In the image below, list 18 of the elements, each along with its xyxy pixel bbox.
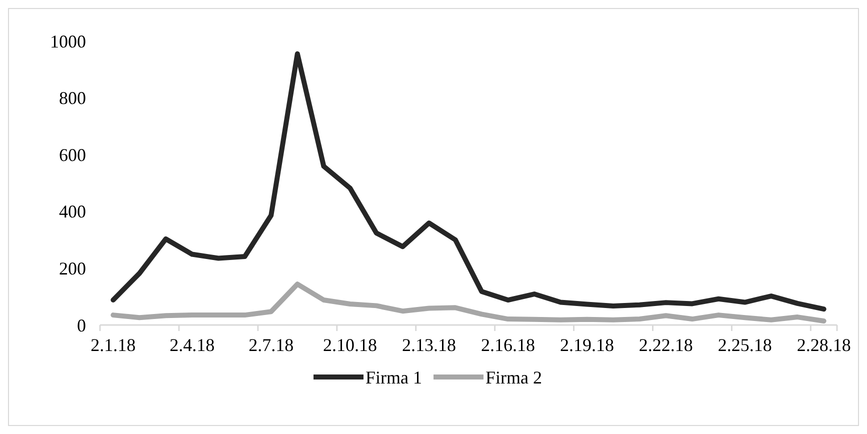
x-tick-label: 2.10.18 (323, 335, 378, 355)
y-tick-label: 800 (59, 88, 86, 108)
x-tick-label: 2.25.18 (718, 335, 772, 355)
x-tick-label: 2.13.18 (402, 335, 456, 355)
legend-label: Firma 1 (366, 367, 422, 388)
x-tick-label: 2.22.18 (638, 335, 693, 355)
x-tick-label: 2.7.18 (248, 335, 294, 355)
x-tick-label: 2.4.18 (170, 335, 215, 355)
y-tick-label: 1000 (50, 31, 86, 52)
x-tick-label: 2.1.18 (90, 335, 136, 355)
x-tick-label: 2.19.18 (560, 335, 614, 355)
y-tick-label: 0 (77, 315, 86, 336)
y-tick-label: 200 (59, 258, 86, 278)
y-tick-label: 400 (59, 202, 86, 222)
legend-label: Firma 2 (486, 367, 542, 388)
x-tick-label: 2.16.18 (480, 335, 535, 355)
x-tick-label: 2.28.18 (796, 335, 851, 355)
y-tick-label: 600 (59, 144, 86, 165)
